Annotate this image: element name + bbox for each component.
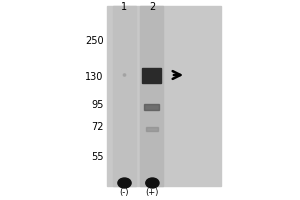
- Text: 95: 95: [91, 100, 104, 110]
- Text: 2: 2: [149, 2, 155, 12]
- Bar: [146, 127, 158, 131]
- Bar: [140, 6, 163, 186]
- Text: 250: 250: [85, 36, 104, 46]
- Ellipse shape: [118, 178, 131, 188]
- Bar: [113, 6, 136, 186]
- Bar: [106, 6, 220, 186]
- Ellipse shape: [123, 74, 126, 76]
- Text: 55: 55: [91, 152, 103, 162]
- Text: (-): (-): [119, 188, 129, 197]
- Bar: [144, 104, 159, 110]
- Ellipse shape: [146, 178, 159, 188]
- Text: (+): (+): [145, 188, 158, 197]
- Bar: [142, 68, 161, 82]
- Text: 130: 130: [85, 72, 103, 82]
- Text: 72: 72: [91, 122, 103, 132]
- Text: 1: 1: [122, 2, 128, 12]
